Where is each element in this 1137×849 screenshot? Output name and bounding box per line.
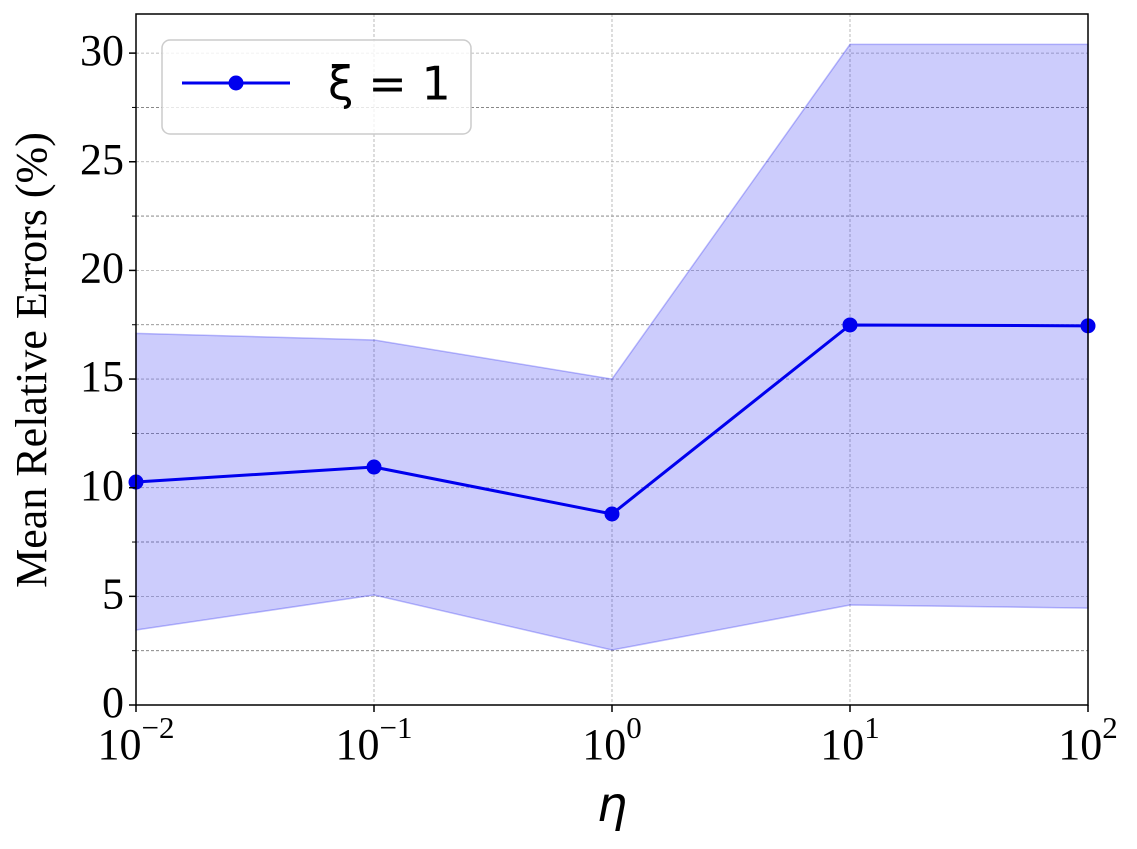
legend: ξ = 1 bbox=[161, 39, 472, 135]
x-tick-base: 10 bbox=[98, 720, 142, 769]
y-tick-label: 30 bbox=[80, 26, 124, 75]
x-tick-label: 102 bbox=[1058, 710, 1118, 769]
y-tick-label: 0 bbox=[102, 678, 124, 727]
x-tick-exponent: −1 bbox=[380, 710, 413, 745]
x-tick-base: 10 bbox=[1058, 720, 1102, 769]
x-tick-label: 101 bbox=[820, 710, 880, 769]
y-tick-label: 15 bbox=[80, 352, 124, 401]
y-axis-label: Mean Relative Errors (%) bbox=[7, 132, 56, 588]
legend-box bbox=[161, 39, 472, 135]
x-tick-exponent: −2 bbox=[142, 710, 175, 745]
x-axis-label: η bbox=[597, 777, 627, 833]
y-tick-label: 25 bbox=[80, 135, 124, 184]
x-tick-exponent: 2 bbox=[1102, 710, 1118, 745]
legend-marker bbox=[228, 75, 244, 91]
data-point bbox=[842, 317, 858, 333]
y-tick-label: 10 bbox=[80, 461, 124, 510]
x-tick-label: 10−1 bbox=[336, 710, 413, 769]
legend-label: ξ = 1 bbox=[328, 57, 451, 111]
data-point bbox=[604, 506, 620, 522]
y-tick-label: 5 bbox=[102, 569, 124, 618]
x-tick-label: 100 bbox=[582, 710, 642, 769]
x-tick-base: 10 bbox=[336, 720, 380, 769]
data-point bbox=[366, 459, 382, 475]
x-tick-exponent: 0 bbox=[626, 710, 642, 745]
x-tick-base: 10 bbox=[820, 720, 864, 769]
x-tick-exponent: 1 bbox=[864, 710, 880, 745]
x-tick-label: 10−2 bbox=[98, 710, 175, 769]
x-tick-base: 10 bbox=[582, 720, 626, 769]
y-tick-label: 20 bbox=[80, 244, 124, 293]
